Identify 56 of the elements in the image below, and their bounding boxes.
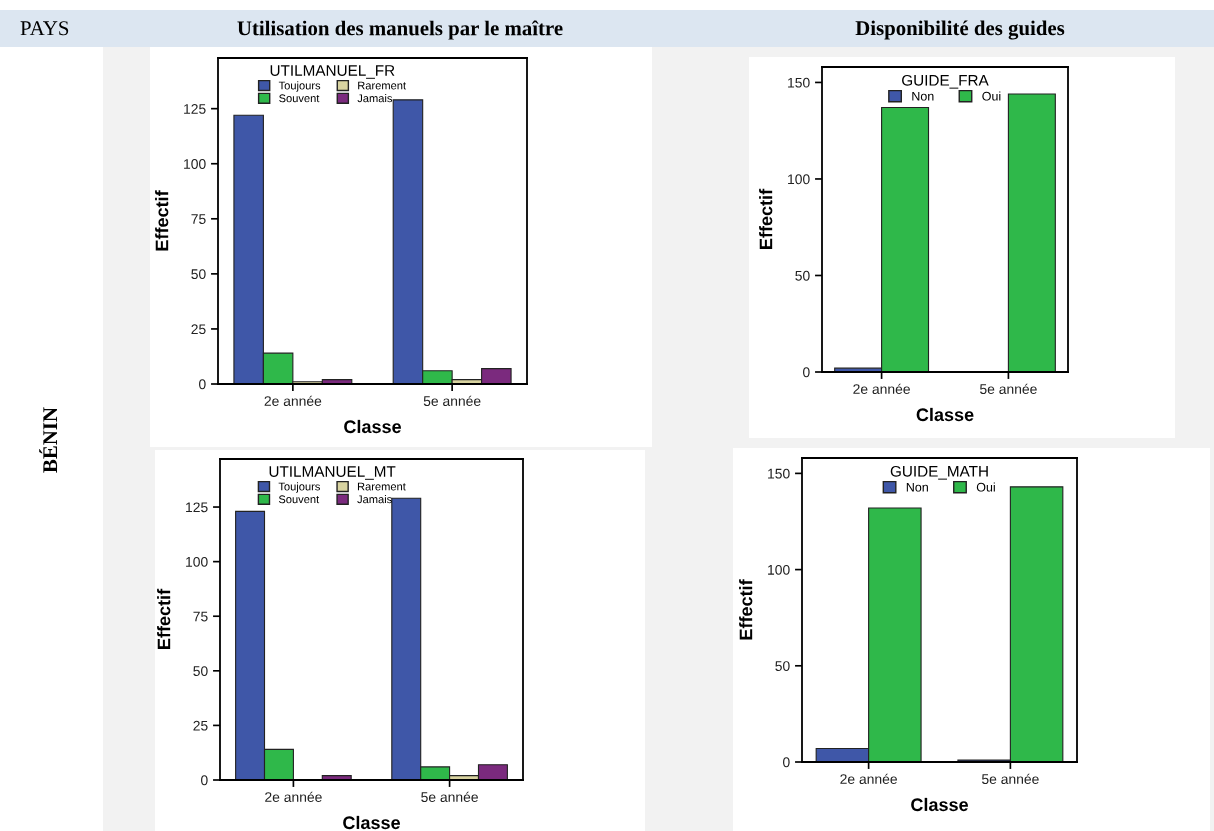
y-tick-label: 0 <box>783 757 790 768</box>
y-tick-label: 150 <box>788 77 810 88</box>
y-tick-label: 50 <box>193 666 208 676</box>
legend-label: Rarement <box>357 482 406 491</box>
legend-label: Non <box>912 91 934 101</box>
y-tick-label: 50 <box>795 270 810 281</box>
y-tick-label: 150 <box>768 468 790 479</box>
y-tick-label: 0 <box>201 775 208 786</box>
y-tick-label: 125 <box>184 104 206 114</box>
x-axis-title: Classe <box>911 797 968 812</box>
legend-label: Souvent <box>279 94 320 103</box>
x-tick-label: 5e année <box>421 791 478 803</box>
y-tick-label: 50 <box>191 269 206 280</box>
x-axis-title: Classe <box>343 815 400 830</box>
legend-label: Souvent <box>278 495 320 504</box>
y-tick-label: 100 <box>768 564 790 575</box>
legend-label: Non <box>906 482 928 492</box>
x-axis-title: Classe <box>344 419 401 434</box>
legend-title: UTILMANUEL_MT <box>269 466 396 480</box>
y-tick-label: 75 <box>193 611 208 622</box>
x-tick-label: 2e année <box>840 773 897 785</box>
text: Utilisation des manuels par le maître <box>237 20 563 40</box>
legend-label: Oui <box>982 91 1001 101</box>
text: PAYS <box>20 21 69 36</box>
y-axis-title: Effectif <box>759 188 773 249</box>
x-tick-label: 2e année <box>264 395 322 407</box>
legend-label: Rarement <box>358 81 406 90</box>
y-axis-title: Effectif <box>155 190 169 251</box>
text: BÉNIN <box>39 407 58 473</box>
legend-title: GUIDE_MATH <box>890 465 988 480</box>
text: Disponibilité des guides <box>855 20 1065 40</box>
legend-label: Toujours <box>278 482 320 493</box>
x-tick-label: 2e année <box>853 383 910 395</box>
y-axis-title: Effectif <box>157 588 171 649</box>
y-tick-label: 75 <box>191 214 206 224</box>
x-axis-title: Classe <box>916 407 974 422</box>
legend-label: Jamais <box>357 94 393 103</box>
y-tick-label: 0 <box>803 367 810 378</box>
y-tick-label: 100 <box>184 159 206 169</box>
legend-label: Jamais <box>357 495 392 504</box>
y-tick-label: 100 <box>788 174 810 185</box>
y-axis-title: Effectif <box>739 579 753 640</box>
y-tick-label: 100 <box>186 556 208 567</box>
y-tick-label: 0 <box>199 379 206 390</box>
x-tick-label: 5e année <box>980 383 1037 395</box>
legend-title: GUIDE_FRA <box>902 74 989 89</box>
y-tick-label: 50 <box>775 661 790 671</box>
y-tick-label: 25 <box>191 324 206 335</box>
x-tick-label: 2e année <box>265 791 322 803</box>
y-tick-label: 25 <box>193 720 208 731</box>
x-tick-label: 5e année <box>981 773 1039 785</box>
x-tick-label: 5e année <box>423 395 481 407</box>
legend-label: Oui <box>976 482 995 492</box>
legend-title: UTILMANUEL_FR <box>270 65 395 79</box>
legend-label: Toujours <box>278 81 321 92</box>
y-tick-label: 125 <box>186 502 208 513</box>
